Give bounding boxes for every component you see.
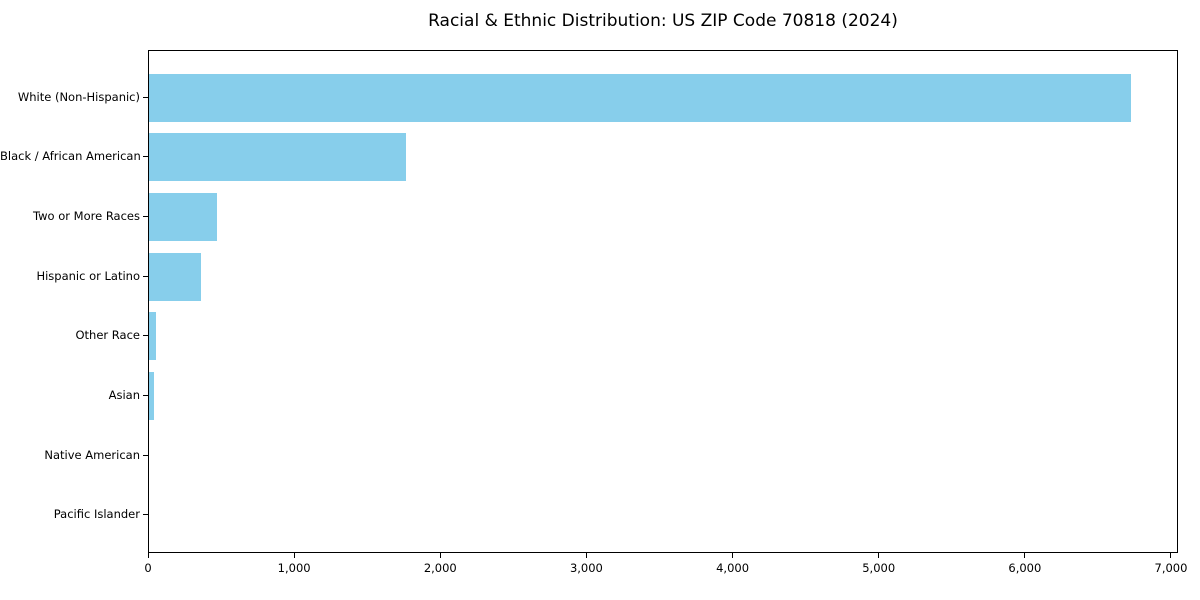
- y-tick-label: Other Race: [75, 328, 141, 343]
- y-tick-label: Native American: [44, 447, 140, 462]
- y-tick-label: Pacific Islander: [53, 507, 140, 522]
- y-tick-label: Two or More Races: [33, 208, 140, 223]
- x-tick: [1170, 553, 1172, 558]
- chart-title: Racial & Ethnic Distribution: US ZIP Cod…: [428, 11, 898, 31]
- bar: [149, 133, 407, 182]
- x-tick-label: 0: [144, 561, 152, 575]
- bar: [149, 73, 1132, 122]
- x-tick: [293, 553, 295, 558]
- x-tick-label: 3,000: [569, 561, 603, 575]
- x-tick-label: 5,000: [862, 561, 896, 575]
- plot-area: [148, 50, 1178, 553]
- y-tick: [143, 395, 148, 396]
- y-tick-label: White (Non-Hispanic): [17, 89, 140, 104]
- y-tick: [143, 454, 148, 456]
- y-tick-label: Asian: [108, 388, 140, 402]
- bar: [149, 312, 156, 361]
- bar: [149, 372, 154, 420]
- y-tick: [143, 215, 148, 217]
- x-tick: [732, 553, 734, 558]
- x-tick: [585, 553, 587, 558]
- bar: [149, 192, 217, 241]
- y-tick-label: Hispanic or Latino: [36, 268, 140, 283]
- bar: [149, 252, 201, 301]
- y-tick-label: Black / African American: [0, 149, 141, 164]
- y-tick: [143, 335, 148, 337]
- x-tick-label: 4,000: [716, 561, 750, 575]
- x-tick: [878, 553, 880, 558]
- y-tick: [143, 156, 148, 158]
- x-tick: [439, 553, 441, 558]
- x-tick: [147, 553, 149, 558]
- x-tick-label: 2,000: [423, 561, 457, 575]
- y-tick: [143, 275, 148, 277]
- x-tick-label: 1,000: [277, 561, 311, 575]
- x-tick-label: 7,000: [1154, 561, 1188, 575]
- y-tick: [143, 514, 148, 516]
- x-tick-label: 6,000: [1008, 561, 1042, 575]
- y-tick: [143, 96, 148, 98]
- x-tick: [1024, 553, 1026, 558]
